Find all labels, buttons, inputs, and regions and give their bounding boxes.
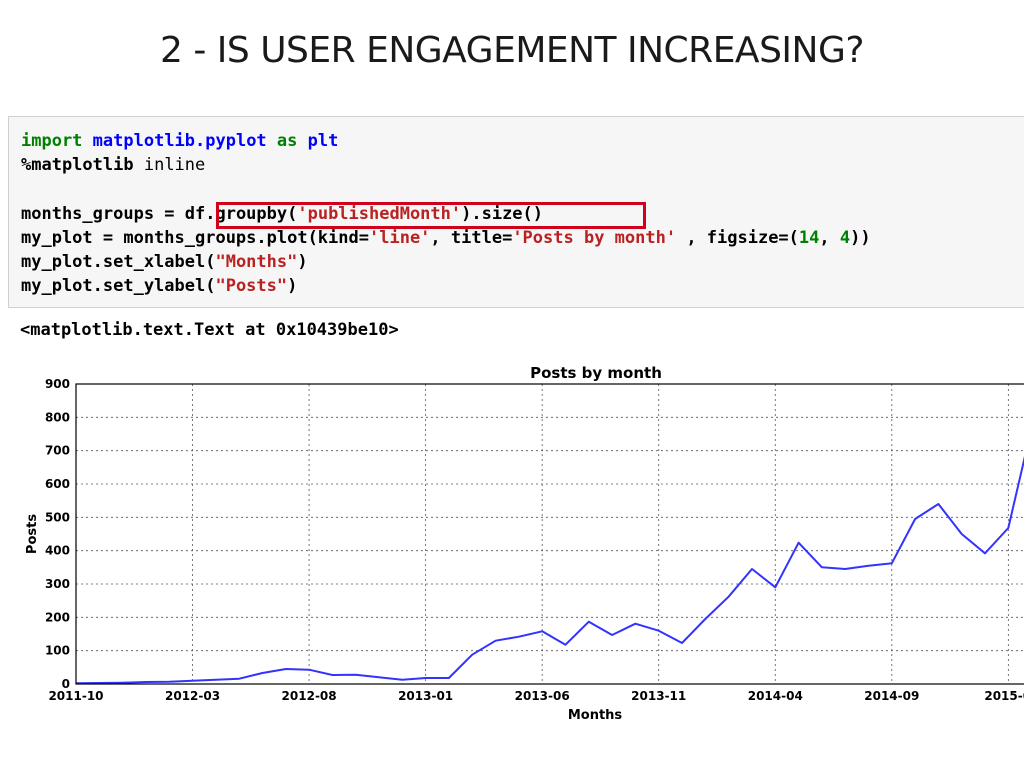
code-line-4: months_groups = df.groupby('publishedMon… (21, 204, 543, 224)
x-tick-label: 2012-03 (165, 689, 220, 703)
code-title-kw: , title= (430, 228, 513, 248)
code-magic-arg: inline (143, 155, 206, 175)
y-tick-label: 100 (45, 644, 70, 658)
x-tick-label: 2014-04 (748, 689, 803, 703)
code-line-1: import matplotlib.pyplot as plt (21, 131, 338, 151)
y-tick-label: 0 (62, 677, 70, 691)
code-groupby-arg: 'publishedMonth' (297, 204, 462, 224)
chart-title: Posts by month (530, 364, 662, 382)
x-tick-label: 2011-10 (48, 689, 103, 703)
code-alias: plt (307, 131, 339, 151)
code-size-call: ).size() (461, 204, 544, 224)
code-keyword-as: as (276, 131, 298, 151)
line-layer (75, 456, 1024, 685)
code-ylabel-arg: "Posts" (215, 276, 288, 296)
code-plot-call: my_plot = months_groups.plot(kind= (21, 228, 369, 248)
y-tick-label: 600 (45, 477, 70, 491)
y-axis-label: Posts (25, 514, 40, 554)
code-close-paren: )) (850, 228, 871, 248)
highlight-box (216, 202, 646, 229)
x-tick-label: 2013-01 (398, 689, 453, 703)
code-ylabel-close: ) (287, 276, 298, 296)
series-line-posts (75, 456, 1024, 685)
code-xlabel-close: ) (297, 252, 308, 272)
y-tick-label: 700 (45, 444, 70, 458)
code-title-arg: 'Posts by month' (512, 228, 677, 248)
code-module: matplotlib.pyplot (92, 131, 267, 151)
code-groupby-call: df.groupby( (184, 204, 298, 224)
y-tick-label: 900 (45, 377, 70, 391)
code-magic: %matplotlib (21, 155, 134, 175)
slide-title: 2 - IS USER ENGAGEMENT INCREASING? (160, 30, 864, 71)
code-comma: , (819, 228, 840, 248)
code-line-5: my_plot = months_groups.plot(kind='line'… (21, 228, 871, 248)
code-kind-arg: 'line' (369, 228, 431, 248)
y-tick-label: 300 (45, 577, 70, 591)
y-tick-label: 200 (45, 610, 70, 624)
code-assign-lhs: months_groups = (21, 204, 185, 224)
code-figsize-kw: , figsize=( (676, 228, 799, 248)
tick-layer: 0 100 200 300 400 500 600 700 800 900 2011-10 2012-… (45, 377, 1024, 703)
code-line-7: my_plot.set_ylabel("Posts") (21, 276, 297, 296)
x-tick-label: 2015-0 (984, 689, 1024, 703)
axes-frame (75, 383, 1024, 685)
y-tick-label: 500 (45, 510, 70, 524)
line-chart: 0 100 200 300 400 500 600 700 800 900 2011-10 2012-… (25, 364, 1024, 723)
x-tick-label: 2012-08 (282, 689, 337, 703)
grid-layer (75, 383, 1024, 685)
x-tick-label: 2013-06 (515, 689, 570, 703)
code-xlabel-arg: "Months" (215, 252, 298, 272)
code-figsize-w: 14 (798, 228, 820, 248)
code-figsize-h: 4 (839, 228, 851, 248)
x-tick-label: 2013-11 (631, 689, 686, 703)
code-line-6: my_plot.set_xlabel("Months") (21, 252, 308, 272)
code-keyword-import: import (21, 131, 83, 151)
y-tick-label: 800 (45, 410, 70, 424)
x-axis-label: Months (568, 708, 623, 723)
cell-output: <matplotlib.text.Text at 0x10439be10> (20, 320, 399, 340)
code-cell[interactable]: import matplotlib.pyplot as plt %matplot… (8, 116, 1024, 308)
code-xlabel-call: my_plot.set_xlabel( (21, 252, 216, 272)
x-tick-label: 2014-09 (864, 689, 919, 703)
code-ylabel-call: my_plot.set_ylabel( (21, 276, 216, 296)
code-line-2: %matplotlib inline (21, 155, 205, 175)
y-tick-label: 400 (45, 544, 70, 558)
